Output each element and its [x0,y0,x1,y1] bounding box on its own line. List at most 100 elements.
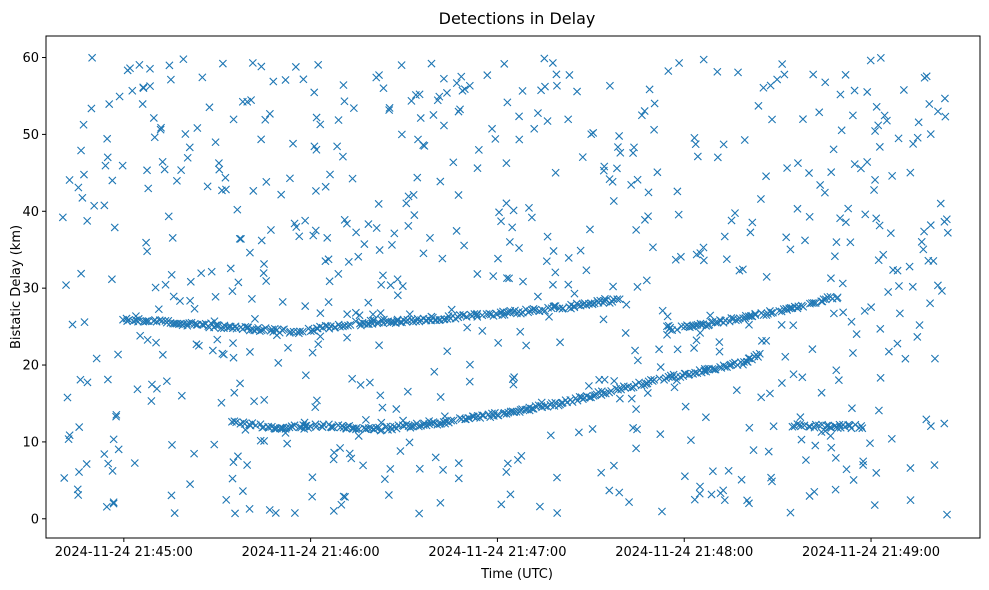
scatter-point [901,354,910,363]
scatter-point [551,168,560,177]
scatter-point [333,142,342,151]
track-point [232,324,241,333]
scatter-point [376,309,385,318]
scatter-point [308,473,317,482]
scatter-point [377,280,386,289]
scatter-point [427,59,436,68]
scatter-point [875,221,884,230]
scatter-point [438,254,447,263]
scatter-point [515,135,524,144]
scatter-point [397,130,406,139]
scatter-point [846,238,855,247]
scatter-point [60,473,69,482]
scatter-point [439,121,448,130]
track-point [600,296,609,305]
scatter-point [690,133,699,142]
scatter-point [836,214,845,223]
scatter-point [138,100,147,109]
scatter-point [63,393,72,402]
scatter-point [831,453,840,462]
scatter-point [826,274,835,283]
scatter-point [393,291,402,300]
scatter-point [686,436,695,445]
scatter-point [920,73,929,82]
scatter-point [530,124,539,133]
scatter-point [473,164,482,173]
scatter-point [62,281,71,290]
scatter-point [104,459,113,468]
scatter-point [147,396,156,405]
scatter-point [161,280,170,289]
scatter-point [64,435,73,444]
scatter-point [627,394,636,403]
track-point [311,420,320,429]
track-point [858,424,867,433]
scatter-point [769,422,778,431]
track-point [455,311,464,320]
scatter-point [643,388,652,397]
scatter-point [165,61,174,70]
track-point [304,423,313,432]
track-point [731,316,740,325]
scatter-point [861,210,870,219]
scatter-point [926,130,935,139]
scatter-point [860,306,869,315]
scatter-point [546,431,555,440]
scatter-point [872,214,881,223]
scatter-point [863,158,872,167]
scatter-point [139,84,148,93]
scatter-point [123,66,132,75]
scatter-point [906,168,915,177]
scatter-point [801,236,810,245]
track-point [559,304,568,313]
scatter-point [323,233,332,242]
scatter-point [915,321,924,330]
scatter-point [631,346,640,355]
scatter-point [334,269,343,278]
scatter-point [213,335,222,344]
scatter-point [493,254,502,263]
scatter-point [205,103,214,112]
scatter-point [230,388,239,397]
scatter-point [880,111,889,120]
scatter-point [454,474,463,483]
scatter-point [744,499,753,508]
track-point [711,365,720,374]
track-point [329,423,338,432]
scatter-point [334,116,343,125]
scatter-point [701,413,710,422]
scatter-point [186,296,195,305]
scatter-point [290,509,299,518]
scatter-point [805,169,814,178]
scatter-point [497,217,506,226]
scatter-point [330,448,339,457]
scatter-point [837,126,846,135]
scatter-point [894,134,903,143]
scatter-point [740,136,749,145]
scatter-point [505,274,514,283]
scatter-point [757,393,766,402]
scatter-point [292,222,301,231]
scatter-point [943,228,952,237]
scatter-point [745,423,754,432]
scatter-point [172,176,181,185]
scatter-point [648,243,657,252]
track-point [296,327,305,336]
scatter-point [82,460,91,469]
scatter-point [713,153,722,162]
scatter-point [372,73,381,82]
scatter-point [170,509,179,518]
scatter-point [463,323,472,332]
scatter-point [374,199,383,208]
track-point [755,349,764,358]
scatter-point [625,498,634,507]
scatter-point [100,450,109,459]
scatter-point [156,125,165,134]
scatter-point [798,373,807,382]
track-point [449,416,458,425]
track-point [711,318,720,327]
scatter-point [850,160,859,169]
scatter-point [177,391,186,400]
scatter-point [917,237,926,246]
scatter-point [713,67,722,76]
